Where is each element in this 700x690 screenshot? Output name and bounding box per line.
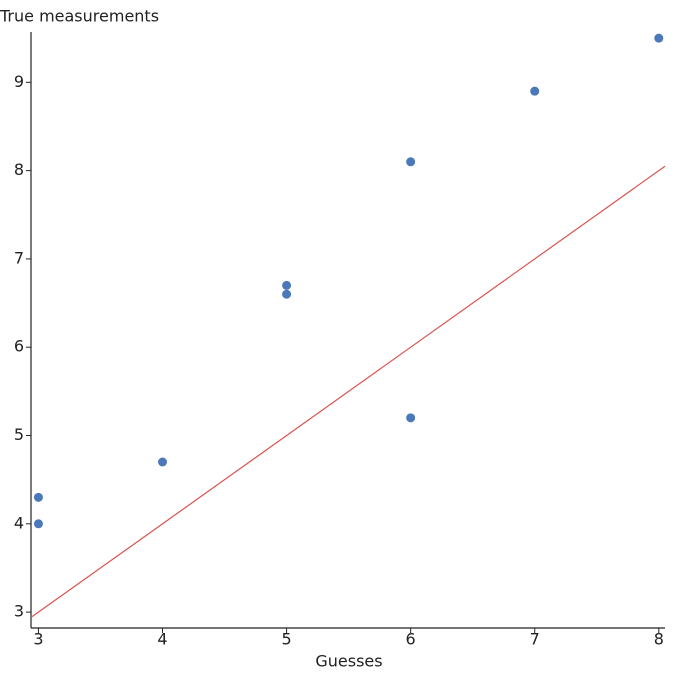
point: [158, 457, 168, 467]
y-tick-label: 3: [14, 602, 24, 621]
point: [530, 86, 540, 96]
y-tick-label: 4: [14, 513, 24, 532]
point: [406, 413, 416, 423]
y-tick-label: 9: [14, 72, 24, 91]
point: [282, 289, 292, 299]
y-tick-label: 5: [14, 425, 24, 444]
x-axis-label: Guesses: [315, 652, 382, 671]
point: [282, 280, 292, 290]
x-tick-label: 7: [530, 630, 540, 649]
point: [33, 519, 43, 529]
y-axis-label: True measurements: [0, 7, 159, 26]
y-tick-label: 6: [14, 337, 24, 356]
point: [654, 33, 664, 43]
x-tick-label: 4: [157, 630, 167, 649]
x-tick-label: 3: [33, 630, 43, 649]
y-tick-label: 8: [14, 160, 24, 179]
point: [406, 157, 416, 167]
x-tick-label: 5: [281, 630, 291, 649]
y-tick-label: 7: [14, 248, 24, 267]
point: [33, 492, 43, 502]
x-tick-label: 6: [406, 630, 416, 649]
reference-line: [30, 165, 666, 618]
x-tick-label: 8: [654, 630, 664, 649]
